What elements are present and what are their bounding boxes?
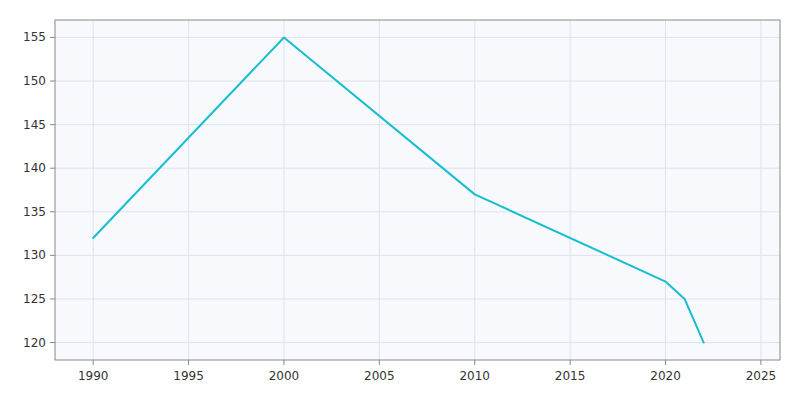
tick-mark-y <box>50 81 55 82</box>
tick-labels: 1990 1995 2000 2005 2010 2015 2020 2025 120 125 13… <box>23 30 776 383</box>
grid-line-y <box>55 342 780 343</box>
tick-mark-y <box>50 37 55 38</box>
plot-frame <box>55 20 780 360</box>
tick-mark-x <box>760 360 761 365</box>
tick-label-x: 1990 <box>78 369 109 383</box>
grid <box>55 20 780 360</box>
tick-label-x: 2005 <box>364 369 395 383</box>
grid-line-y <box>55 124 780 125</box>
tick-label-x: 2010 <box>459 369 490 383</box>
tick-label-y: 150 <box>23 74 46 88</box>
grid-line-y <box>55 168 780 169</box>
tick-label-x: 2025 <box>746 369 777 383</box>
grid-line-x <box>188 20 189 360</box>
grid-line-x <box>665 20 666 360</box>
series-group <box>93 37 704 342</box>
chart: 1990 1995 2000 2005 2010 2015 2020 2025 120 125 13… <box>0 0 800 400</box>
tick-mark-x <box>93 360 94 365</box>
tick-label-y: 130 <box>23 248 46 262</box>
tick-label-y: 140 <box>23 161 46 175</box>
tick-mark-x <box>379 360 380 365</box>
grid-line-x <box>474 20 475 360</box>
tick-label-y: 120 <box>23 336 46 350</box>
tick-label-x: 2000 <box>269 369 300 383</box>
tick-label-y: 135 <box>23 205 46 219</box>
tick-mark-y <box>50 342 55 343</box>
grid-line-y <box>55 298 780 299</box>
grid-line-x <box>379 20 380 360</box>
grid-line-x <box>570 20 571 360</box>
tick-mark-x <box>283 360 284 365</box>
tick-label-x: 2015 <box>555 369 586 383</box>
data-line <box>93 37 704 342</box>
tick-mark-x <box>570 360 571 365</box>
tick-mark-x <box>665 360 666 365</box>
chart-container: 1990 1995 2000 2005 2010 2015 2020 2025 120 125 13… <box>0 0 800 400</box>
tick-label-x: 2020 <box>650 369 681 383</box>
tick-label-x: 1995 <box>173 369 204 383</box>
grid-line-x <box>283 20 284 360</box>
grid-line-y <box>55 81 780 82</box>
tick-mark-y <box>50 298 55 299</box>
grid-line-y <box>55 255 780 256</box>
tick-label-y: 145 <box>23 118 46 132</box>
tick-mark-x <box>474 360 475 365</box>
tick-mark-y <box>50 124 55 125</box>
grid-line-y <box>55 211 780 212</box>
grid-line-x <box>760 20 761 360</box>
tick-mark-x <box>188 360 189 365</box>
tick-label-y: 155 <box>23 30 46 44</box>
plot-background <box>55 20 780 360</box>
grid-line-y <box>55 37 780 38</box>
tick-label-y: 125 <box>23 292 46 306</box>
grid-line-x <box>93 20 94 360</box>
tick-mark-y <box>50 168 55 169</box>
tick-mark-y <box>50 255 55 256</box>
tick-mark-y <box>50 211 55 212</box>
